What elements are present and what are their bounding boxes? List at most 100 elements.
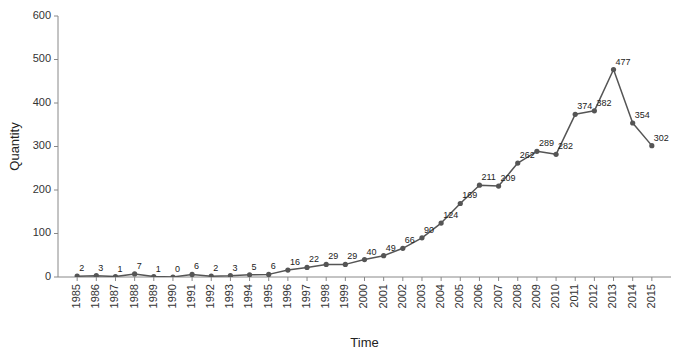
x-tick xyxy=(326,277,327,281)
data-label: 211 xyxy=(481,172,495,182)
point xyxy=(343,262,348,267)
x-tick-label: 2005 xyxy=(453,284,465,308)
data-label: 40 xyxy=(367,247,377,257)
data-label: 289 xyxy=(539,138,554,148)
y-tick xyxy=(54,59,58,60)
y-tick xyxy=(54,146,58,147)
point xyxy=(419,235,424,240)
point xyxy=(630,120,635,125)
x-tick-label: 2012 xyxy=(587,284,599,308)
point xyxy=(439,220,444,225)
x-tick xyxy=(153,277,154,281)
x-tick xyxy=(594,277,595,281)
line xyxy=(77,70,652,277)
x-tick xyxy=(345,277,346,281)
x-tick-label: 1995 xyxy=(262,284,274,308)
data-label: 3 xyxy=(232,263,237,273)
y-tick-label: 600 xyxy=(33,9,51,21)
x-tick xyxy=(575,277,576,281)
x-tick xyxy=(134,277,135,281)
data-label: 0 xyxy=(175,264,180,274)
x-tick-label: 1998 xyxy=(319,284,331,308)
x-tick xyxy=(115,277,116,281)
point xyxy=(94,273,99,277)
x-tick xyxy=(192,277,193,281)
plot-area xyxy=(75,67,655,277)
x-tick xyxy=(556,277,557,281)
x-tick xyxy=(651,277,652,281)
point xyxy=(458,201,463,206)
y-tick xyxy=(54,233,58,234)
y-tick-label: 400 xyxy=(33,96,51,108)
y-tick xyxy=(54,103,58,104)
x-tick xyxy=(402,277,403,281)
x-tick-label: 2004 xyxy=(434,284,446,308)
point xyxy=(75,274,80,277)
point xyxy=(285,267,290,272)
x-tick xyxy=(230,277,231,281)
x-tick-label: 1990 xyxy=(166,284,178,308)
data-label: 124 xyxy=(443,210,458,220)
x-tick xyxy=(632,277,633,281)
x-tick xyxy=(613,277,614,281)
x-tick-label: 2000 xyxy=(357,284,369,308)
point xyxy=(209,274,214,277)
y-tick-label: 500 xyxy=(33,52,51,64)
y-tick xyxy=(54,190,58,191)
data-label: 6 xyxy=(194,261,199,271)
x-tick-label: 2010 xyxy=(549,284,561,308)
x-tick-label: 2014 xyxy=(626,284,638,308)
point xyxy=(247,272,252,277)
point xyxy=(573,112,578,117)
x-tick xyxy=(287,277,288,281)
chart: 0100200300400500600198519861987198819891… xyxy=(0,0,685,355)
x-tick-label: 1988 xyxy=(128,284,140,308)
data-label: 7 xyxy=(137,261,142,271)
data-label: 49 xyxy=(386,243,396,253)
data-label: 302 xyxy=(654,133,669,143)
x-tick-label: 2015 xyxy=(645,284,657,308)
y-axis-line xyxy=(58,16,59,277)
x-tick-label: 1985 xyxy=(70,284,82,308)
x-tick-label: 2008 xyxy=(511,284,523,308)
x-tick xyxy=(96,277,97,281)
x-tick-label: 2002 xyxy=(396,284,408,308)
data-label: 90 xyxy=(424,225,434,235)
y-tick xyxy=(54,277,58,278)
point xyxy=(228,273,233,277)
y-tick-label: 300 xyxy=(33,139,51,151)
x-tick-label: 2011 xyxy=(568,284,580,308)
data-label: 29 xyxy=(328,251,338,261)
x-tick xyxy=(172,277,173,281)
data-label: 282 xyxy=(558,141,573,151)
x-tick-label: 2006 xyxy=(472,284,484,308)
x-tick-label: 2009 xyxy=(530,284,542,308)
x-tick-label: 1996 xyxy=(281,284,293,308)
x-tick xyxy=(77,277,78,281)
point xyxy=(611,67,616,72)
x-tick xyxy=(536,277,537,281)
x-tick-label: 1999 xyxy=(338,284,350,308)
point xyxy=(400,246,405,251)
data-label: 2 xyxy=(79,263,84,273)
x-tick-label: 1987 xyxy=(108,284,120,308)
data-label: 29 xyxy=(347,251,357,261)
x-tick xyxy=(460,277,461,281)
data-label: 209 xyxy=(501,173,516,183)
y-axis-label: Quantity xyxy=(7,122,22,171)
x-tick xyxy=(383,277,384,281)
point xyxy=(304,265,309,270)
x-tick xyxy=(517,277,518,281)
x-tick xyxy=(268,277,269,281)
data-label: 6 xyxy=(271,261,276,271)
x-tick xyxy=(441,277,442,281)
x-axis-label: Time xyxy=(350,335,378,350)
x-tick-label: 1992 xyxy=(204,284,216,308)
x-tick-label: 2003 xyxy=(415,284,427,308)
x-tick xyxy=(479,277,480,281)
data-label: 382 xyxy=(596,98,611,108)
point xyxy=(496,183,501,188)
point xyxy=(324,262,329,267)
x-tick-label: 1989 xyxy=(147,284,159,308)
x-tick-label: 2007 xyxy=(492,284,504,308)
